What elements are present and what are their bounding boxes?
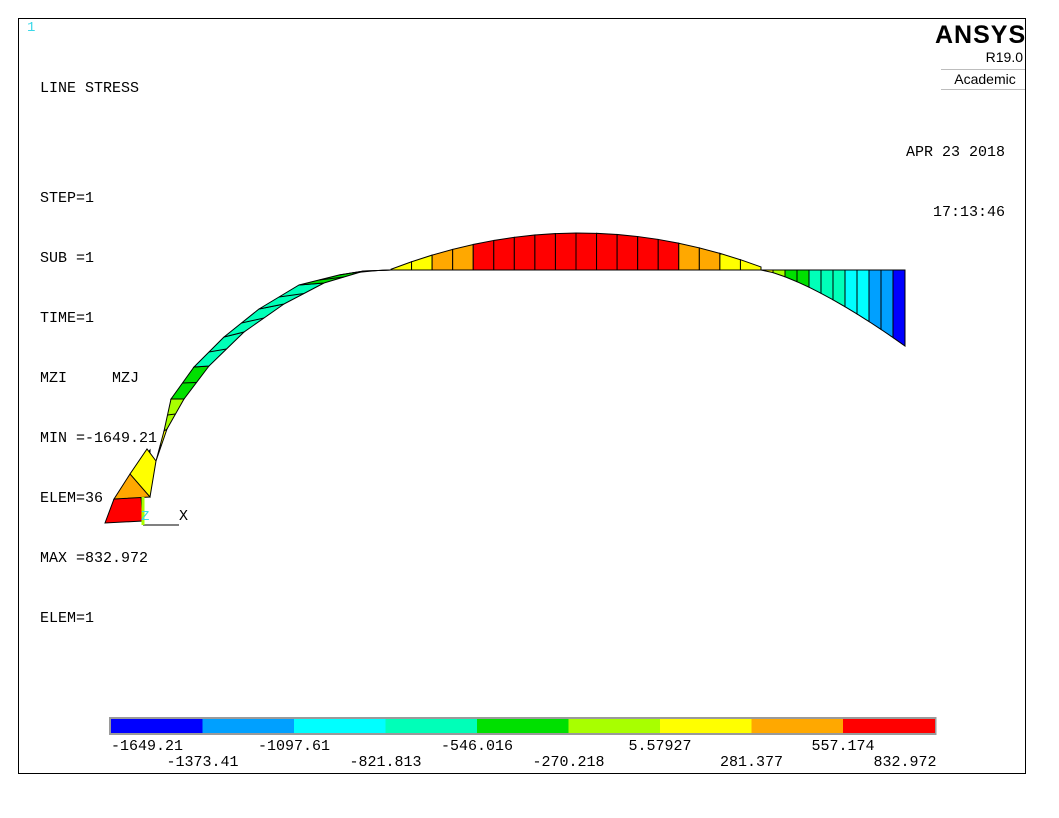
diagram-segment bbox=[637, 235, 659, 271]
plot-title: LINE STRESS bbox=[40, 80, 140, 97]
triad-x-label: X bbox=[179, 508, 188, 525]
legend-swatch bbox=[568, 719, 661, 733]
contour-legend: -1649.21 -1097.61 -546.016 5.57927 557.174 -1… bbox=[109, 717, 937, 771]
diagram-segment bbox=[493, 236, 515, 271]
legend-swatch bbox=[111, 719, 203, 733]
line-stress-plot: Z X -1649.21 -1097.61 -546.016 5.57927 557.1… bbox=[104, 232, 937, 771]
ansys-logo: ANSYS R19.0 Academic bbox=[935, 21, 1025, 90]
diagram-segment bbox=[868, 269, 882, 331]
diagram-segment bbox=[856, 269, 870, 323]
substep-value: SUB =1 bbox=[40, 250, 95, 267]
diagram-segment bbox=[844, 269, 858, 315]
min-element: ELEM=36 bbox=[40, 490, 104, 507]
diagram-segment bbox=[596, 232, 618, 271]
legend-label: -821.813 bbox=[349, 754, 421, 771]
diagram-divider bbox=[377, 269, 392, 271]
diagram-segment bbox=[472, 239, 495, 271]
coordinate-triad: Z X bbox=[141, 497, 188, 526]
diagram-divider bbox=[208, 348, 227, 353]
legend-swatch bbox=[660, 719, 752, 733]
diagram-segment bbox=[452, 243, 474, 271]
diagram-segment bbox=[163, 398, 185, 433]
triad-z-label: Z bbox=[141, 509, 149, 525]
diagram-segment bbox=[808, 269, 822, 295]
legend-label: -1097.61 bbox=[258, 738, 330, 755]
diagram-segment bbox=[431, 248, 454, 271]
brand-edition: Academic bbox=[941, 69, 1025, 90]
legend-swatch bbox=[751, 719, 844, 733]
legend-label: -1373.41 bbox=[166, 754, 238, 771]
diagram-divider bbox=[318, 276, 345, 281]
moment-diagram bbox=[104, 232, 906, 524]
plot-time: 17:13:46 bbox=[932, 204, 1005, 221]
diagram-divider bbox=[159, 444, 162, 447]
diagram-segment bbox=[719, 252, 741, 271]
diagram-segment bbox=[534, 233, 556, 271]
diagram-segment bbox=[832, 269, 846, 308]
legend-label: 832.972 bbox=[873, 754, 936, 771]
legend-swatch bbox=[843, 719, 935, 733]
plot-date: APR 23 2018 bbox=[905, 144, 1005, 161]
max-value: MAX =832.972 bbox=[40, 550, 149, 567]
diagram-segment bbox=[513, 234, 536, 271]
diagram-segment bbox=[760, 269, 774, 274]
diagram-segment bbox=[192, 331, 246, 368]
brand-version: R19.0 bbox=[985, 49, 1023, 65]
plotted-items: MZI MZJ bbox=[40, 370, 140, 387]
legend-swatch bbox=[294, 719, 386, 733]
window-number: 1 bbox=[27, 20, 36, 36]
legend-swatch bbox=[477, 719, 569, 733]
legend-swatch bbox=[385, 719, 478, 733]
diagram-segment bbox=[554, 232, 577, 271]
diagram-segment bbox=[258, 282, 325, 310]
diagram-divider bbox=[351, 270, 378, 274]
diagram-segment bbox=[678, 242, 700, 271]
diagram-segment bbox=[411, 254, 433, 271]
diagram-divider bbox=[241, 317, 265, 324]
min-value: MIN =-1649.21 bbox=[40, 430, 158, 447]
diagram-segment bbox=[796, 269, 810, 289]
legend-label: 5.57927 bbox=[628, 738, 691, 755]
diagram-segment bbox=[390, 261, 413, 271]
max-element: ELEM=1 bbox=[40, 610, 95, 627]
diagram-segment bbox=[698, 247, 721, 271]
diagram-segment bbox=[820, 269, 834, 301]
graphics-window[interactable]: Z X -1649.21 -1097.61 -546.016 5.57927 557.1… bbox=[18, 18, 1026, 774]
brand-name: ANSYS bbox=[935, 21, 1027, 49]
diagram-divider bbox=[182, 382, 197, 384]
diagram-segment bbox=[739, 259, 762, 271]
diagram-divider bbox=[278, 293, 305, 298]
legend-label: -270.218 bbox=[532, 754, 604, 771]
legend-label: -1649.21 bbox=[111, 738, 183, 755]
diagram-segment bbox=[772, 269, 786, 278]
legend-swatch bbox=[202, 719, 295, 733]
step-value: STEP=1 bbox=[40, 190, 95, 207]
time-value: TIME=1 bbox=[40, 310, 95, 327]
plot-info: LINE STRESS STEP=1 SUB =1 TIME=1 MZI MZJ… bbox=[40, 39, 157, 669]
diagram-segment bbox=[880, 269, 894, 339]
diagram-segment bbox=[575, 232, 598, 271]
diagram-segment bbox=[892, 269, 906, 347]
diagram-segment bbox=[784, 269, 798, 283]
datetime-stamp: APR 23 2018 17:13:46 bbox=[906, 103, 1005, 263]
diagram-segment bbox=[657, 238, 680, 271]
legend-label: -546.016 bbox=[441, 738, 513, 755]
legend-label: 557.174 bbox=[811, 738, 874, 755]
diagram-divider bbox=[167, 413, 176, 416]
diagram-segment bbox=[616, 233, 639, 271]
legend-label: 281.377 bbox=[720, 754, 783, 771]
